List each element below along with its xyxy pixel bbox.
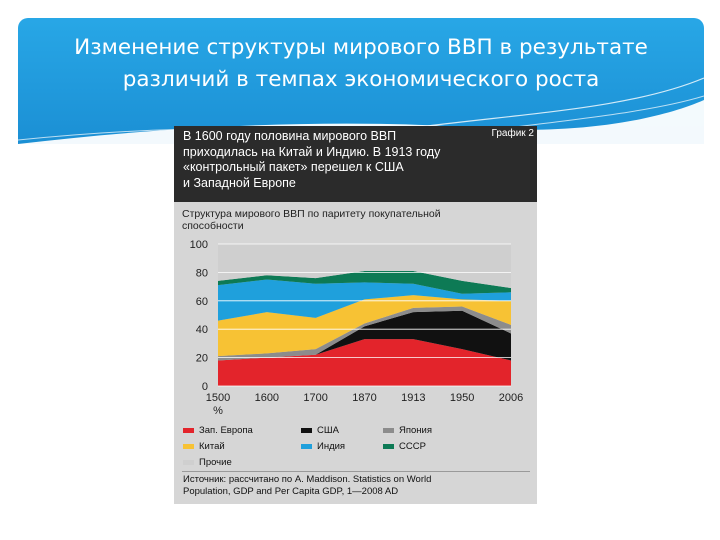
slide-title-line-1: Изменение структуры мирового ВВП в резул… bbox=[74, 35, 648, 60]
y-tick-label: 60 bbox=[196, 296, 208, 308]
legend-swatch bbox=[301, 427, 312, 433]
area-chart: 0 20 40 60 80 100 1500 1600 1700 1870 1913 1950 200… bbox=[190, 239, 524, 417]
caption-line: В 1600 году половина мирового ВВП bbox=[183, 129, 397, 143]
figure-tag: График 2 bbox=[491, 128, 534, 139]
y-tick-label: 100 bbox=[190, 239, 208, 251]
legend-item: Индия bbox=[301, 440, 345, 454]
caption-line: приходилась на Китай и Индию. В 1913 год… bbox=[183, 144, 441, 159]
legend-swatch bbox=[183, 443, 194, 449]
legend-label: Индия bbox=[317, 441, 346, 452]
legend-label: Япония bbox=[399, 425, 432, 436]
legend-item: Япония bbox=[383, 424, 432, 438]
area-Зап. Европа bbox=[218, 339, 511, 386]
chart-title: Структура мирового ВВП по паритету покуп… bbox=[182, 208, 527, 232]
y-tick-label: 20 bbox=[196, 353, 208, 365]
area-СССР bbox=[218, 270, 511, 294]
x-tick-label: 1600 bbox=[255, 392, 279, 404]
caption-line: «контрольный пакет» перешел к США bbox=[183, 160, 404, 174]
source-note: Источник: рассчитано по A. Maddison. Sta… bbox=[183, 474, 531, 498]
legend-item: США bbox=[301, 424, 339, 438]
legend-label: Зап. Европа bbox=[199, 425, 253, 436]
legend-label: Китай bbox=[199, 441, 225, 452]
x-tick-label: 1870 bbox=[352, 392, 376, 404]
legend-item: Зап. Европа bbox=[183, 424, 253, 438]
y-tick-label: 80 bbox=[196, 267, 208, 279]
source-divider bbox=[182, 471, 530, 472]
area-Индия bbox=[218, 279, 511, 321]
legend-swatch bbox=[301, 443, 312, 449]
legend-swatch bbox=[183, 427, 194, 433]
chart-title-line-1: Структура мирового ВВП по паритету покуп… bbox=[182, 208, 441, 220]
chart-title-line-2: способности bbox=[182, 220, 244, 232]
area-Япония bbox=[218, 306, 511, 361]
slide-title-line-2: различий в темпах экономического роста bbox=[122, 67, 600, 92]
chart-body: Структура мирового ВВП по паритету покуп… bbox=[174, 202, 537, 504]
caption-line: и Западной Европе bbox=[183, 175, 296, 190]
x-tick-label: 1500 bbox=[206, 392, 230, 404]
area-Китай bbox=[218, 295, 511, 357]
figure-caption: В 1600 году половина мирового ВВП приход… bbox=[183, 129, 483, 191]
legend-item: Китай bbox=[183, 440, 225, 454]
y-tick-label: 40 bbox=[196, 324, 208, 336]
legend-item: Прочие bbox=[183, 456, 232, 470]
legend-swatch bbox=[383, 427, 394, 433]
legend-item: СССР bbox=[383, 440, 426, 454]
x-tick-label: 2006 bbox=[499, 392, 523, 404]
area-Прочие bbox=[218, 244, 511, 289]
legend-swatch bbox=[383, 443, 394, 449]
slide-title: Изменение структуры мирового ВВП в резул… bbox=[18, 32, 704, 96]
area-США bbox=[218, 310, 511, 361]
x-tick-label: 1700 bbox=[303, 392, 327, 404]
unit-label: % bbox=[213, 405, 223, 417]
legend-label: СССР bbox=[399, 441, 426, 452]
legend-label: США bbox=[317, 425, 339, 436]
x-tick-label: 1913 bbox=[401, 392, 425, 404]
source-line-2: Population, GDP and Per Capita GDP, 1—20… bbox=[183, 486, 399, 497]
chart-figure: В 1600 году половина мирового ВВП приход… bbox=[174, 126, 537, 504]
legend-swatch bbox=[183, 459, 194, 465]
source-line-1: Источник: рассчитано по A. Maddison. Sta… bbox=[183, 474, 432, 485]
x-tick-label: 1950 bbox=[450, 392, 474, 404]
figure-caption-block: В 1600 году половина мирового ВВП приход… bbox=[174, 126, 537, 202]
legend-label: Прочие bbox=[199, 457, 232, 468]
y-tick-label: 0 bbox=[202, 381, 208, 393]
